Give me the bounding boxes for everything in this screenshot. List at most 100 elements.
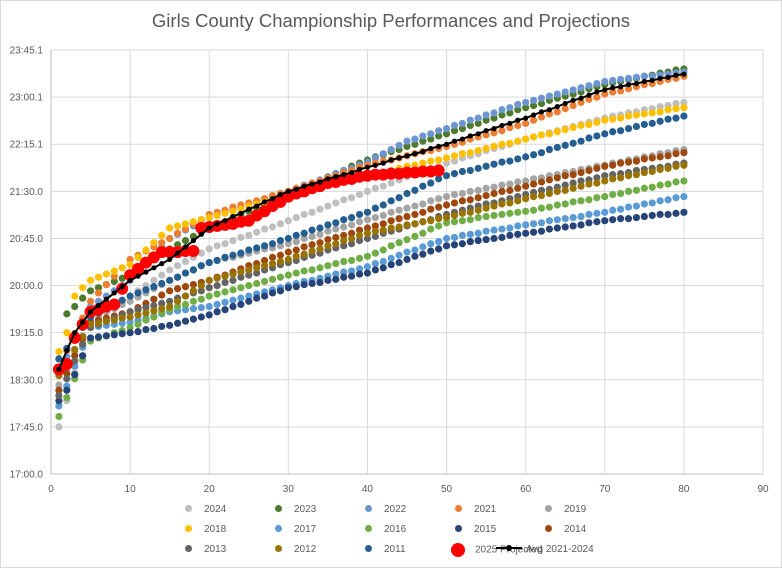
data-point (63, 369, 71, 378)
data-point (474, 186, 482, 194)
data-point (71, 352, 79, 360)
data-point (680, 193, 688, 201)
data-point (150, 283, 158, 291)
data-point (340, 242, 348, 250)
data-point (428, 145, 434, 152)
data-point (387, 197, 395, 205)
data-point (213, 308, 221, 316)
data-point (229, 207, 237, 215)
legend-label: 2011 (384, 544, 406, 555)
data-point (506, 109, 514, 117)
data-point (363, 252, 372, 260)
data-point (585, 210, 593, 219)
data-point (86, 287, 95, 295)
data-point (411, 186, 419, 194)
data-point (624, 187, 633, 196)
legend-label: 2013 (204, 544, 227, 555)
data-point (450, 152, 459, 160)
data-point (411, 252, 419, 260)
data-point (569, 86, 577, 94)
data-point (506, 157, 514, 165)
data-point (71, 345, 79, 354)
data-point (55, 391, 63, 400)
data-point (181, 269, 190, 277)
data-point (529, 193, 538, 201)
data-point (594, 89, 600, 95)
data-point (355, 210, 364, 219)
data-point (458, 125, 466, 133)
data-point (55, 423, 63, 431)
data-point (229, 251, 237, 259)
data-point (213, 211, 221, 220)
data-point (664, 152, 672, 160)
data-point (205, 311, 213, 319)
data-point (435, 156, 443, 164)
data-point (506, 231, 514, 239)
data-point (403, 212, 411, 221)
data-point (340, 231, 348, 239)
data-point (648, 211, 656, 220)
data-point (142, 303, 150, 312)
data-point (656, 108, 664, 116)
data-point (182, 244, 189, 250)
data-point (71, 370, 79, 379)
data-point (181, 220, 190, 228)
data-point (403, 142, 411, 150)
legend-label: 2017 (294, 524, 317, 535)
data-point (427, 197, 435, 205)
data-point (577, 182, 585, 190)
data-point (348, 221, 356, 229)
data-point (617, 205, 625, 213)
data-point (632, 73, 641, 81)
data-point (593, 118, 601, 126)
data-point (205, 292, 213, 300)
data-point (151, 265, 157, 271)
data-point (308, 232, 316, 241)
data-point (134, 311, 142, 319)
data-point (102, 332, 110, 340)
data-point (458, 231, 466, 239)
data-point (324, 276, 332, 284)
data-point (664, 106, 672, 114)
data-point (466, 187, 474, 196)
data-point (316, 278, 324, 287)
data-point (411, 202, 419, 210)
data-point (569, 101, 577, 110)
series-2022 (55, 68, 688, 378)
data-point (466, 121, 474, 130)
data-point (569, 123, 577, 132)
data-point (640, 120, 648, 129)
data-point (522, 153, 530, 161)
data-point (442, 193, 451, 201)
data-point (419, 132, 427, 140)
data-point (371, 204, 379, 212)
data-point (435, 245, 443, 253)
data-point (94, 319, 103, 327)
legend-item: 2024 (185, 503, 226, 517)
series-2016 (55, 177, 688, 421)
data-point (213, 282, 221, 290)
data-point (530, 112, 537, 118)
data-point (648, 154, 656, 162)
data-point (569, 184, 577, 192)
data-point (253, 264, 261, 272)
data-point (522, 119, 530, 127)
data-point (522, 104, 530, 112)
data-point (181, 283, 190, 291)
data-point (173, 222, 182, 230)
data-point (71, 292, 79, 300)
data-point (514, 106, 522, 114)
data-point (285, 188, 291, 195)
data-point (498, 127, 506, 135)
data-point (427, 225, 435, 233)
data-point (593, 79, 601, 88)
data-point (205, 258, 213, 267)
data-point (585, 134, 593, 142)
data-point (355, 190, 364, 199)
data-point (205, 302, 213, 311)
series-2023 (55, 65, 688, 363)
data-point (372, 162, 378, 168)
data-point (340, 268, 348, 276)
data-point (324, 221, 332, 229)
data-point (79, 333, 87, 341)
